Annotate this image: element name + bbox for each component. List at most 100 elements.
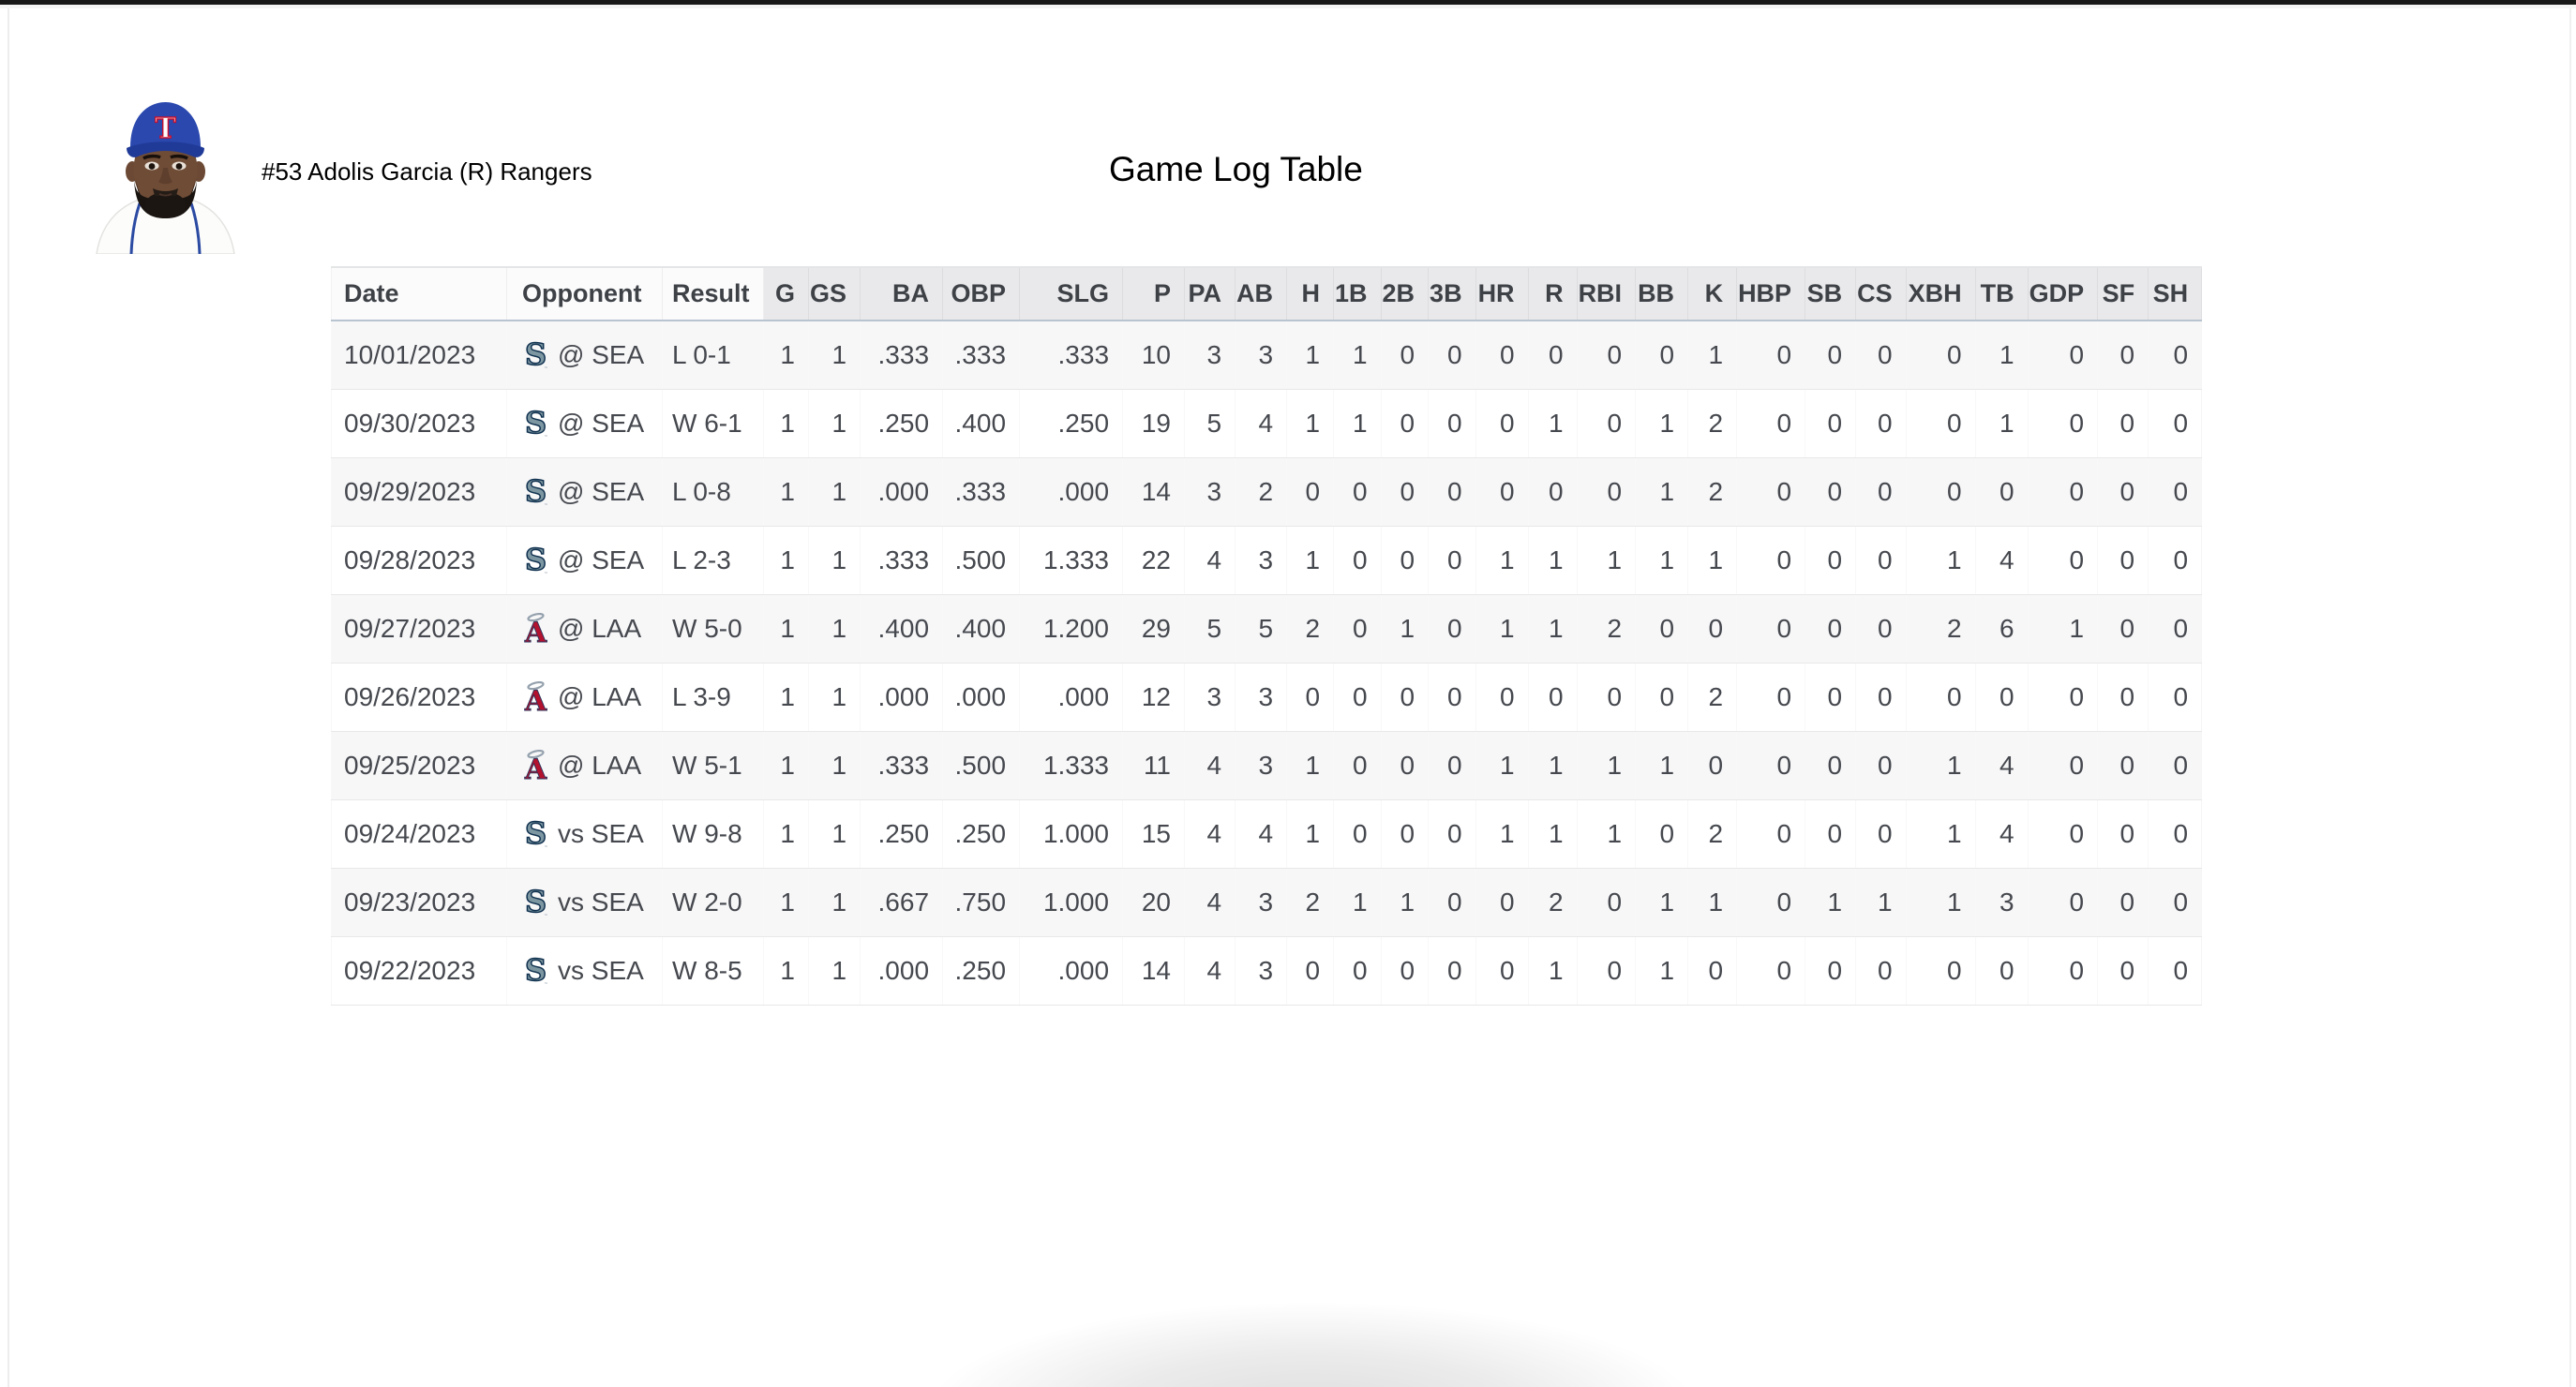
stat-cell-slg: 1.333 [1019, 731, 1123, 800]
column-header-date: Date [331, 266, 507, 321]
date-cell: 09/25/2023 [331, 731, 507, 800]
stat-cell-slg: 1.200 [1019, 594, 1123, 664]
right-edge-line [2569, 8, 2571, 1387]
stat-cell-sf: 0 [2097, 936, 2149, 1006]
stat-cell-g: 1 [763, 321, 809, 390]
stat-cell-xbh: 0 [1906, 663, 1976, 732]
mariners-s-logo-icon: S ™ [524, 955, 548, 987]
date-cell: 09/24/2023 [331, 799, 507, 869]
mariners-s-logo-icon: S ™ [524, 887, 548, 918]
stat-cell-bb: 1 [1635, 731, 1688, 800]
stat-cell-ab: 3 [1235, 868, 1287, 937]
stat-cell-k: 2 [1687, 799, 1737, 869]
stat-cell-tb: 0 [1975, 663, 2029, 732]
column-header-ab: AB [1235, 266, 1287, 321]
stat-cell-1b: 1 [1333, 868, 1382, 937]
stat-cell-2b: 0 [1381, 457, 1429, 527]
stat-cell-hbp: 0 [1736, 868, 1805, 937]
column-header-gdp: GDP [2027, 266, 2098, 321]
opponent-cell: S ™ @ SEA [506, 389, 663, 458]
stat-cell-hr: 1 [1475, 731, 1529, 800]
stat-cell-gs: 1 [808, 799, 861, 869]
stat-cell-ba: .333 [860, 321, 943, 390]
stat-cell-g: 1 [763, 663, 809, 732]
column-header-result: Result [662, 266, 764, 321]
stat-cell-ba: .333 [860, 526, 943, 595]
stat-cell-2b: 0 [1381, 936, 1429, 1006]
stat-cell-k: 1 [1687, 526, 1737, 595]
opponent-label: @ LAA [558, 751, 642, 780]
stat-cell-sb: 1 [1805, 868, 1856, 937]
stat-cell-hr: 0 [1475, 389, 1529, 458]
stat-cell-obp: .333 [942, 457, 1020, 527]
mariners-s-logo-icon: S ™ [524, 408, 548, 440]
table-body: 10/01/2023 S ™ @ SEA L 0-1 1 1.333.333.333 1… [331, 321, 2202, 1006]
svg-text:™: ™ [544, 845, 548, 850]
stat-cell-1b: 0 [1333, 799, 1382, 869]
column-header-p: P [1122, 266, 1185, 321]
stat-cell-xbh: 1 [1906, 731, 1976, 800]
stat-cell-h: 1 [1286, 526, 1334, 595]
stat-cell-ba: .400 [860, 594, 943, 664]
opponent-cell: S ™ vs SEA [506, 868, 663, 937]
stat-cell-sf: 0 [2097, 389, 2149, 458]
opponent-label: @ SEA [558, 545, 645, 574]
stat-cell-sb: 0 [1805, 663, 1856, 732]
stat-cell-gs: 1 [808, 594, 861, 664]
opponent-cell: A @ LAA [506, 594, 663, 664]
stat-cell-ba: .333 [860, 731, 943, 800]
stat-cell-h: 1 [1286, 389, 1334, 458]
angels-a-logo-icon: A [523, 750, 547, 782]
stat-cell-sf: 0 [2097, 594, 2149, 664]
opponent-label: vs SEA [558, 887, 644, 917]
stat-cell-k: 0 [1687, 731, 1737, 800]
stat-cell-1b: 0 [1333, 594, 1382, 664]
stat-cell-r: 0 [1528, 321, 1578, 390]
opponent-label: vs SEA [558, 819, 644, 848]
stat-cell-tb: 1 [1975, 389, 2029, 458]
column-header-xbh: XBH [1905, 266, 1976, 321]
stat-cell-gs: 1 [808, 321, 861, 390]
stat-cell-3b: 0 [1428, 936, 1476, 1006]
stat-cell-g: 1 [763, 526, 809, 595]
stat-cell-h: 1 [1286, 799, 1334, 869]
game-log-row: 09/27/2023 A @ LAA W 5-0 1 1.400.400 1.200 29… [331, 594, 2202, 664]
stat-cell-tb: 3 [1975, 868, 2029, 937]
stat-cell-r: 0 [1528, 663, 1578, 732]
mariners-s-logo-icon: S ™ [524, 544, 548, 576]
opponent-label: @ SEA [558, 477, 645, 506]
stat-cell-sf: 0 [2097, 799, 2149, 869]
svg-text:S: S [525, 955, 547, 987]
stat-cell-h: 0 [1286, 663, 1334, 732]
column-header-sb: SB [1805, 266, 1856, 321]
game-log-row: 09/23/2023 S ™ vs SEA W 2-0 1 1.667.750 1.00… [331, 868, 2202, 937]
stat-cell-rbi: 0 [1577, 321, 1636, 390]
stat-cell-ba: .000 [860, 457, 943, 527]
stat-cell-p: 14 [1122, 457, 1185, 527]
column-header-cs: CS [1855, 266, 1907, 321]
column-header-pa: PA [1184, 266, 1236, 321]
opponent-label: @ LAA [558, 614, 642, 643]
stat-cell-2b: 0 [1381, 321, 1429, 390]
stat-cell-bb: 0 [1635, 799, 1688, 869]
left-edge-line [7, 8, 9, 1387]
opponent-cell: A @ LAA [506, 663, 663, 732]
stat-cell-hr: 1 [1475, 594, 1529, 664]
stat-cell-p: 20 [1122, 868, 1185, 937]
stat-cell-xbh: 0 [1906, 321, 1976, 390]
stat-cell-g: 1 [763, 936, 809, 1006]
game-log-row: 09/28/2023 S ™ @ SEA L 2-3 1 1.333.500 1.333… [331, 526, 2202, 595]
stat-cell-rbi: 0 [1577, 663, 1636, 732]
stat-cell-2b: 0 [1381, 799, 1429, 869]
stat-cell-p: 15 [1122, 799, 1185, 869]
stat-cell-tb: 4 [1975, 799, 2029, 869]
stat-cell-xbh: 0 [1906, 389, 1976, 458]
stat-cell-r: 1 [1528, 936, 1578, 1006]
stat-cell-r: 0 [1528, 457, 1578, 527]
stat-cell-pa: 3 [1184, 321, 1236, 390]
stat-cell-cs: 0 [1855, 389, 1907, 458]
stat-cell-rbi: 0 [1577, 389, 1636, 458]
stat-cell-3b: 0 [1428, 526, 1476, 595]
stat-cell-gdp: 0 [2028, 936, 2098, 1006]
stat-cell-sf: 0 [2097, 526, 2149, 595]
